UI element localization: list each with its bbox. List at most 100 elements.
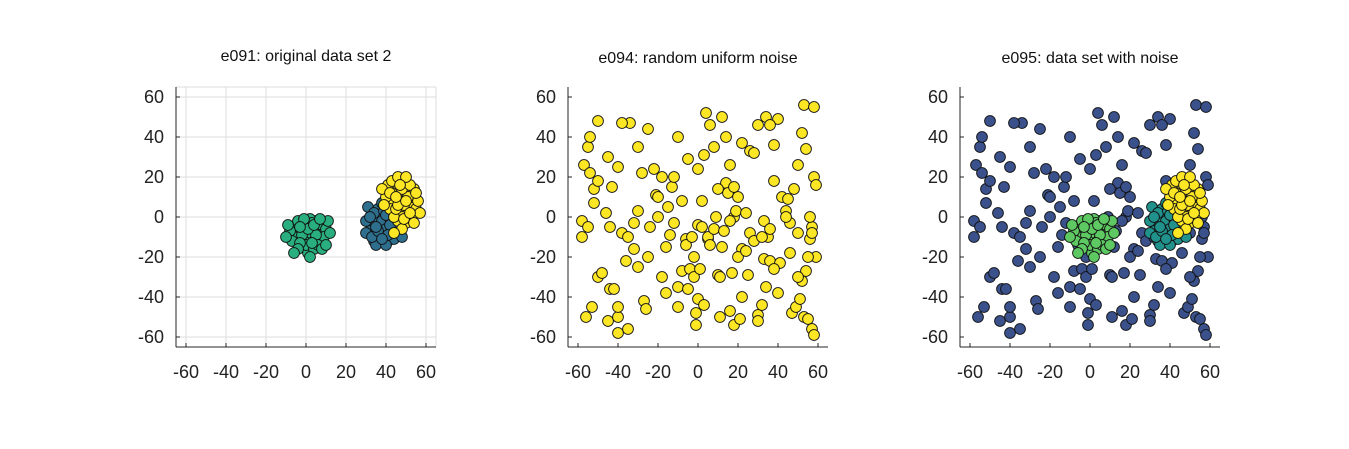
scatter-point (1192, 217, 1204, 229)
scatter-point (758, 215, 770, 227)
scatter-point (988, 267, 1000, 279)
scatter-point (796, 127, 808, 139)
scatter-point (686, 231, 698, 243)
scatter-point (710, 211, 722, 223)
scatter-point (998, 181, 1010, 193)
scatter-point (582, 141, 594, 153)
series-4 (1160, 171, 1210, 239)
scatter-point (1192, 143, 1204, 155)
scatter-point (1172, 227, 1184, 239)
scatter-point (294, 221, 306, 233)
scatter-point (748, 147, 760, 159)
scatter-point (734, 313, 746, 325)
x-tick-label: 0 (301, 362, 311, 382)
scatter-point (718, 225, 730, 237)
scatter-point (1192, 265, 1204, 277)
scatter-point (1040, 163, 1052, 175)
scatter-point (1174, 191, 1186, 203)
scatter-point (1072, 247, 1084, 259)
scatter-point (410, 187, 422, 199)
scatter-point (708, 141, 720, 153)
y-tick-label: -20 (530, 247, 556, 267)
scatter-point (802, 251, 814, 263)
series-1 (576, 99, 822, 341)
scatter-point (1116, 159, 1128, 171)
scatter-point (304, 251, 316, 263)
scatter-point (1082, 319, 1094, 331)
scatter-point (1052, 241, 1064, 253)
scatter-point (764, 223, 776, 235)
scatter-point (772, 113, 784, 125)
scatter-point (1106, 271, 1118, 283)
scatter-point (582, 221, 594, 233)
scatter-point (1084, 163, 1096, 175)
scatter-point (1064, 231, 1076, 243)
scatter-point (1184, 171, 1196, 183)
scatter-point (404, 207, 416, 219)
scatter-point (1144, 119, 1156, 131)
scatter-point (1012, 255, 1024, 267)
scatter-point (808, 329, 820, 341)
y-tick-label: -20 (922, 247, 948, 267)
scatter-point (1000, 283, 1012, 295)
x-tick-label: -60 (565, 362, 591, 382)
scatter-point (704, 119, 716, 131)
scatter-point (784, 247, 796, 259)
x-tick-label: 60 (808, 362, 828, 382)
scatter-point (642, 251, 654, 263)
x-tick-label: -60 (173, 362, 199, 382)
scatter-point (714, 271, 726, 283)
scatter-point (636, 167, 648, 179)
scatter-point (1024, 261, 1036, 273)
scatter-point (1066, 219, 1078, 231)
scatter-point (714, 311, 726, 323)
scatter-point (578, 159, 590, 171)
scatter-point (1194, 187, 1206, 199)
scatter-point (602, 151, 614, 163)
scatter-point (1188, 127, 1200, 139)
scatter-point (980, 197, 992, 209)
scatter-point (984, 175, 996, 187)
scatter-point (324, 227, 336, 239)
scatter-point (660, 241, 672, 253)
x-tick-label: -60 (957, 362, 983, 382)
scatter-point (1200, 329, 1212, 341)
scatter-point (628, 243, 640, 255)
x-tick-label: -40 (605, 362, 631, 382)
chart-title: e094: random uniform noise (598, 50, 797, 67)
scatter-point (644, 221, 656, 233)
scatter-point (698, 149, 710, 161)
scatter-point (1198, 207, 1210, 219)
y-tick-label: 60 (928, 87, 948, 107)
scatter-point (1184, 195, 1196, 207)
scatter-point (414, 207, 426, 219)
scatter-point (692, 163, 704, 175)
scatter-point (1004, 161, 1016, 173)
scatter-point (740, 207, 752, 219)
scatter-point (608, 283, 620, 295)
chart-title: e095: data set with noise (1001, 50, 1178, 67)
scatter-point (1134, 269, 1146, 281)
x-tick-label: -20 (253, 362, 279, 382)
scatter-point (1124, 251, 1136, 263)
scatter-point (768, 263, 780, 275)
scatter-point (576, 231, 588, 243)
scatter-point (1164, 287, 1176, 299)
scatter-point (1044, 211, 1056, 223)
scatter-point (592, 175, 604, 187)
scatter-point (282, 219, 294, 231)
scatter-point (1078, 221, 1090, 233)
scatter-point (736, 137, 748, 149)
scatter-point (394, 179, 406, 191)
scatter-point (1098, 213, 1110, 225)
scatter-point (724, 215, 736, 227)
scatter-point (1014, 323, 1026, 335)
scatter-point (1032, 303, 1044, 315)
scatter-point (1128, 291, 1140, 303)
scatter-point (798, 99, 810, 111)
scatter-point (1152, 281, 1164, 293)
scatter-point (1184, 271, 1196, 283)
scatter-point (712, 183, 724, 195)
scatter-point (1088, 251, 1100, 263)
x-tick-label: 20 (336, 362, 356, 382)
